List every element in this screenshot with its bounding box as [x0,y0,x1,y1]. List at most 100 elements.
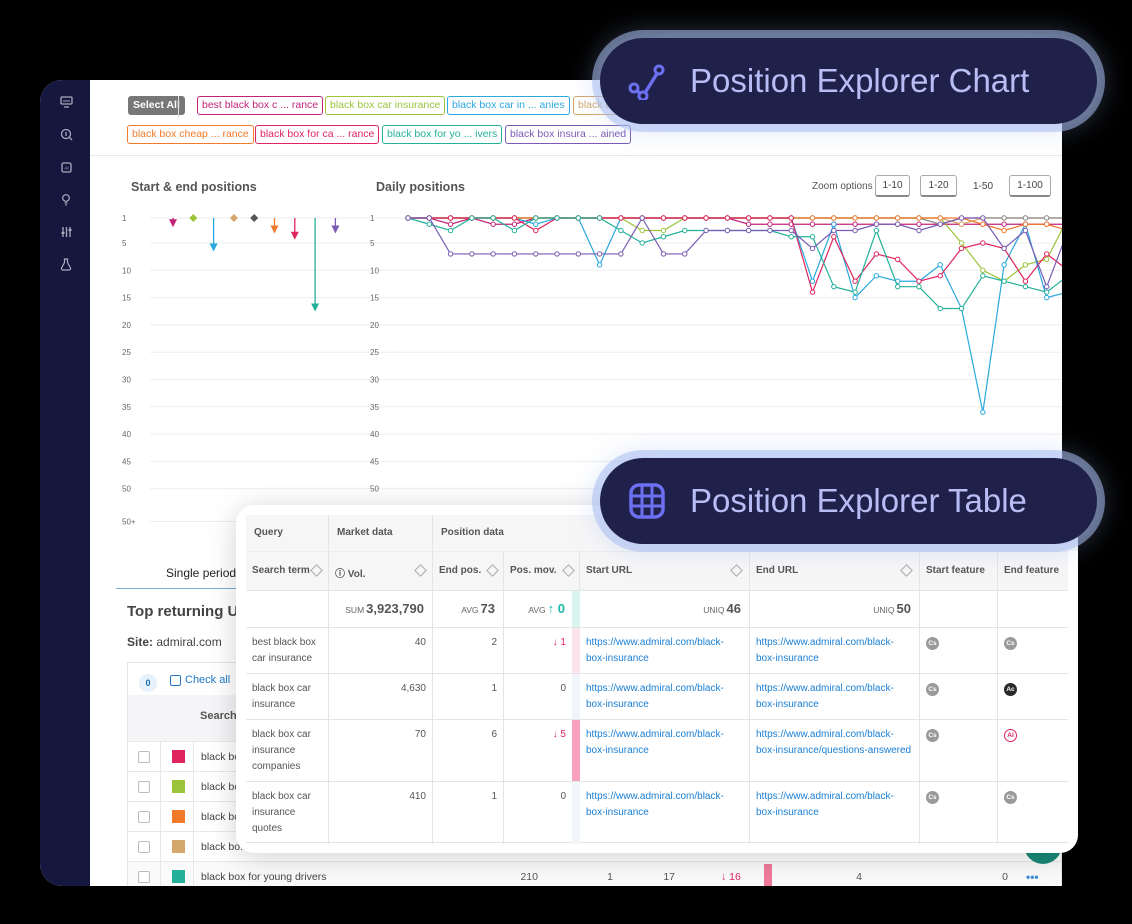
search-term-header[interactable]: Search t [200,710,244,722]
end-position: 1 [433,782,504,844]
position-movement: 0 [560,791,566,802]
sort-icon[interactable] [310,564,323,577]
end-feature: Ac [998,674,1068,720]
search-analytics-icon[interactable] [58,126,74,142]
content-snippet-icon: Cs [926,683,939,696]
more-options-icon[interactable]: ••• [1026,870,1039,884]
col-position-movement[interactable]: Pos. mov. [504,551,580,590]
volume: 410 [329,782,433,844]
end-url[interactable]: https://www.admiral.com/black-box-insura… [750,674,920,720]
search-term: black box car insurance companies [246,720,329,782]
answer-box-icon: Ac [1004,683,1017,696]
col-start-feature[interactable]: Start feature [920,551,998,590]
col-end-position[interactable]: End pos. [433,551,504,590]
end-url[interactable]: https://www.admiral.com/black-box-insura… [750,782,920,844]
table-grid-icon [629,483,665,519]
content-snippet-icon: Cs [1004,637,1017,650]
content-snippet-icon: Cs [1004,791,1017,804]
end-url[interactable]: https://www.admiral.com/black-box-insura… [750,720,920,782]
filter-chip[interactable]: black box for ca ... rance [255,125,380,144]
row-checkbox[interactable] [138,871,150,883]
svg-text:40: 40 [370,430,379,439]
search-term: black bo [201,811,241,823]
end-position-avg: AVG 73 [433,591,504,628]
search-term: best black box car insurance [246,628,329,674]
sort-icon[interactable] [486,564,499,577]
check-all-button[interactable]: Check all [170,674,230,686]
row-checkbox[interactable] [138,781,150,793]
end-position: 6 [433,720,504,782]
col-volume[interactable]: ⓘ Vol. [329,551,433,590]
info-icon: ⓘ [335,569,348,580]
volume-sum: SUM 3,923,790 [329,591,433,628]
col-search-term[interactable]: Search term [246,551,329,590]
svg-text:35: 35 [370,403,379,412]
lightbulb-icon[interactable] [58,191,74,207]
start-url[interactable]: https://www.admiral.com/black-box-insura… [580,720,750,782]
divider [178,96,179,118]
sliders-icon[interactable] [58,223,74,239]
flask-icon[interactable] [58,256,74,272]
movement-bar [572,628,580,674]
filter-chip[interactable]: black box car insurance [325,96,446,115]
tab-single-period[interactable]: Single period [166,566,237,580]
filter-chip[interactable]: black box cheap ... rance [127,125,254,144]
svg-text:5: 5 [370,239,375,248]
zoom-1-100-button[interactable]: 1-100 [1009,175,1051,197]
zoom-1-20-button[interactable]: 1-20 [920,175,957,197]
row-checkbox[interactable] [138,811,150,823]
sort-icon[interactable] [414,564,427,577]
filter-chip[interactable]: black box insura ... ained [505,125,632,144]
zoom-1-50-button[interactable]: 1-50 [973,181,994,192]
start-position: 1 [607,871,613,883]
col-end-feature[interactable]: End feature [998,551,1068,590]
search-term: black box car insurance quotes [246,782,329,844]
filter-chip[interactable]: best black box c ... rance [197,96,324,115]
filter-chip[interactable]: black box for yo ... ivers [382,125,503,144]
row-checkbox[interactable] [138,751,150,763]
sort-icon[interactable] [562,564,575,577]
position-movement: ↓ 5 [552,729,566,740]
col-start-url[interactable]: Start URL [580,551,750,590]
feature-count: 0 [1002,871,1008,883]
movement-bar [572,782,580,844]
svg-text:40: 40 [122,430,131,439]
start-url[interactable]: https://www.admiral.com/black-box-insura… [580,782,750,844]
sort-icon[interactable] [900,564,913,577]
content-snippet-icon: Cs [926,791,939,804]
color-swatch [172,810,185,823]
svg-text:1: 1 [370,214,375,223]
row-checkbox[interactable] [138,841,150,853]
svg-text:15: 15 [370,294,379,303]
svg-text:50: 50 [122,485,131,494]
monitor-icon[interactable] [58,94,74,110]
filter-chip[interactable]: black box car in ... anies [447,96,570,115]
svg-text:15: 15 [122,294,131,303]
volume: 40 [329,628,433,674]
start-url[interactable]: https://www.admiral.com/black-box-insura… [580,674,750,720]
col-end-url[interactable]: End URL [750,551,920,590]
ai-chip-icon[interactable]: AI [58,159,74,175]
end-feature: AI [998,720,1068,782]
sort-icon[interactable] [730,564,743,577]
start-url-unique: UNIQ 46 [580,591,750,628]
table-row: black box car insurance quotes 410 1 0 h… [246,781,1068,844]
position-explorer-table: Query Market data Position data Search t… [236,505,1078,853]
start-feature: Cs [920,720,998,782]
end-feature: Cs [998,628,1068,674]
chart-callout: Position Explorer Chart [600,38,1097,124]
color-swatch [172,750,185,763]
zoom-1-10-button[interactable]: 1-10 [875,175,910,197]
group-market-data: Market data [329,515,433,551]
search-term: black bo [201,781,241,793]
select-all-button[interactable]: Select All [128,96,185,115]
site-label: Site: [127,635,154,649]
section-title: Top returning UR [127,603,250,620]
svg-text:25: 25 [122,348,131,357]
ai-overview-icon: AI [1004,729,1017,742]
start-url[interactable]: https://www.admiral.com/black-box-insura… [580,628,750,674]
end-url[interactable]: https://www.admiral.com/black-box-insura… [750,628,920,674]
daily-title: Daily positions [376,180,465,194]
